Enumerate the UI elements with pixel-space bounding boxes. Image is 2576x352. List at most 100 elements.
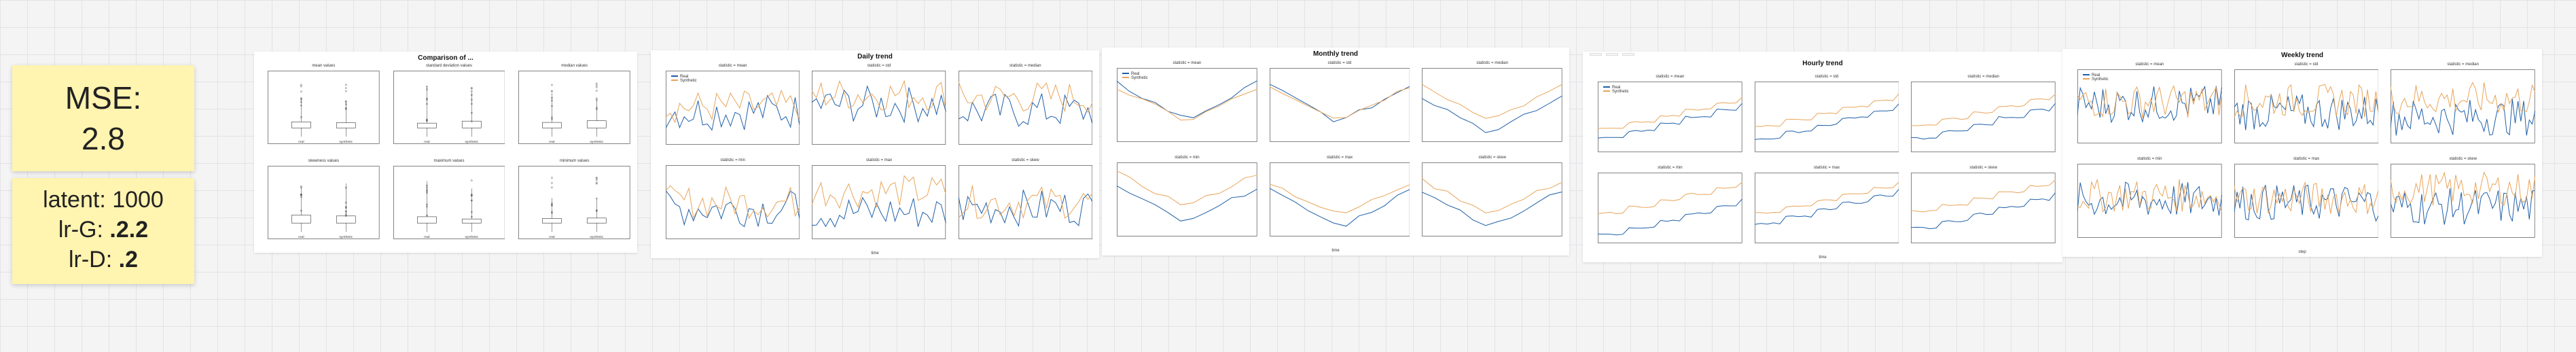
outlier-point — [300, 116, 302, 118]
subplot-title: statistic = std — [2294, 63, 2319, 67]
window-tab[interactable] — [1622, 53, 1634, 56]
outlier-point — [425, 214, 428, 217]
subplot-title: statistic = median — [1967, 75, 1999, 79]
axes-frame — [393, 166, 505, 239]
outlier-point — [300, 186, 302, 189]
outlier-point — [596, 179, 598, 181]
subplot-svg — [2391, 164, 2535, 238]
outlier-point — [596, 197, 598, 200]
synthetic-series-line — [2234, 84, 2379, 118]
subplot-svg — [1117, 68, 1257, 142]
subplot-svg — [1754, 173, 1899, 243]
outlier-point — [344, 107, 347, 110]
subplot-svg: real synthetic — [268, 166, 380, 239]
subplot-title: statistic = max — [1326, 156, 1353, 160]
synthetic-series-line — [2077, 84, 2222, 118]
subplot-svg — [958, 71, 1092, 145]
outlier-point — [596, 182, 598, 185]
axes-frame — [812, 165, 946, 239]
synthetic-series-line — [1598, 181, 1742, 215]
axes-frame — [268, 166, 380, 239]
boxplot-subplot: maximum values real synthetic — [393, 159, 505, 239]
box — [461, 120, 482, 128]
subplot-title: statistic = median — [2447, 63, 2479, 67]
subplot-title: statistic = mean — [2135, 63, 2164, 67]
synthetic-series-line — [1117, 171, 1257, 205]
outlier-point — [551, 118, 554, 120]
box — [587, 217, 607, 224]
synthetic-series-line — [812, 80, 946, 111]
legend: Real Synthetic — [1603, 86, 1629, 94]
synthetic-series-line — [666, 89, 800, 124]
weekly-trend-panel[interactable]: Weekly trend statistic = mean Real Synthet… — [2062, 49, 2542, 257]
outlier-point — [551, 203, 554, 205]
outlier-point — [344, 107, 347, 109]
legend-synthetic: Synthetic — [2083, 77, 2109, 82]
subplot-svg — [1598, 82, 1742, 152]
subplot-svg — [1269, 162, 1410, 236]
mse-sticky-note[interactable]: MSE: 2.8 — [12, 65, 194, 171]
subplot: statistic = max — [1269, 156, 1410, 236]
outlier-point — [470, 103, 473, 105]
real-series-line — [1422, 191, 1562, 226]
outlier-point — [470, 88, 473, 90]
outlier-point — [300, 209, 302, 212]
boxplot-subplot: minimum values real synthetic — [518, 159, 630, 239]
subplot: statistic = mean Real Synthetic — [1598, 75, 1742, 152]
outlier-point — [344, 213, 347, 215]
subplot: statistic = max — [812, 158, 946, 239]
subplot-title: mean values — [312, 64, 336, 68]
outlier-point — [344, 87, 347, 89]
box — [336, 215, 356, 224]
subplot: statistic = min — [1117, 156, 1257, 236]
axes-frame — [1911, 173, 2056, 243]
outlier-point — [344, 211, 347, 213]
outlier-point — [470, 194, 473, 196]
box — [461, 218, 482, 224]
outlier-point — [596, 177, 598, 179]
outlier-point — [344, 103, 347, 105]
monthly-trend-panel[interactable]: Monthly trend statistic = mean Real Synthe… — [1102, 48, 1569, 256]
window-tab[interactable] — [1606, 53, 1618, 56]
real-series-line — [2077, 181, 2222, 216]
outlier-point — [470, 199, 473, 202]
axes-frame — [666, 71, 800, 145]
outlier-point — [470, 179, 473, 181]
subplot-title: statistic = std — [867, 64, 891, 68]
real-series-line — [1598, 103, 1742, 139]
outlier-point — [300, 97, 302, 99]
synthetic-series-line — [1911, 179, 2056, 213]
real-series-line — [1269, 84, 1410, 122]
synthetic-series-line — [666, 185, 800, 219]
synthetic-series-line — [958, 185, 1092, 219]
subplot-svg — [1754, 82, 1899, 152]
outlier-point — [596, 84, 598, 86]
window-tab[interactable] — [1590, 53, 1602, 56]
subplot-svg — [2077, 69, 2222, 143]
hyperparams-sticky-note[interactable]: latent: 1000 lr-G: .2.2 lr-D: .2 — [12, 178, 194, 284]
outlier-point — [551, 177, 554, 179]
subplot-svg — [2234, 69, 2379, 143]
subplot-svg — [1117, 162, 1257, 236]
subplot: statistic = skew — [1911, 166, 2056, 243]
axes-frame — [1754, 173, 1899, 243]
subplot-svg — [1269, 68, 1410, 142]
subplot-svg: real synthetic — [518, 71, 630, 144]
outlier-point — [596, 90, 598, 92]
daily-trend-panel[interactable]: Daily trend statistic = mean Real Syntheti… — [651, 50, 1099, 258]
outlier-point — [425, 118, 428, 121]
outlier-point — [470, 194, 473, 196]
outlier-point — [551, 105, 554, 107]
subplot-title: statistic = min — [1175, 156, 1200, 160]
outlier-point — [551, 116, 554, 119]
axes-frame — [1911, 82, 2056, 152]
hourly-trend-panel[interactable]: Hourly trend statistic = mean Real Synthet… — [1583, 52, 2062, 262]
lrd-row: lr-D: .2 — [12, 245, 194, 275]
real-series-line — [2077, 85, 2222, 124]
lrd-value: .2 — [118, 247, 138, 272]
subplot: statistic = max — [2234, 157, 2379, 238]
subplot-svg: real synthetic — [393, 71, 505, 144]
subplot-title: statistic = max — [1813, 166, 1840, 170]
real-series-line — [2391, 188, 2535, 225]
boxplot-panel[interactable]: Comparison of ... mean values real synthet… — [254, 52, 637, 253]
